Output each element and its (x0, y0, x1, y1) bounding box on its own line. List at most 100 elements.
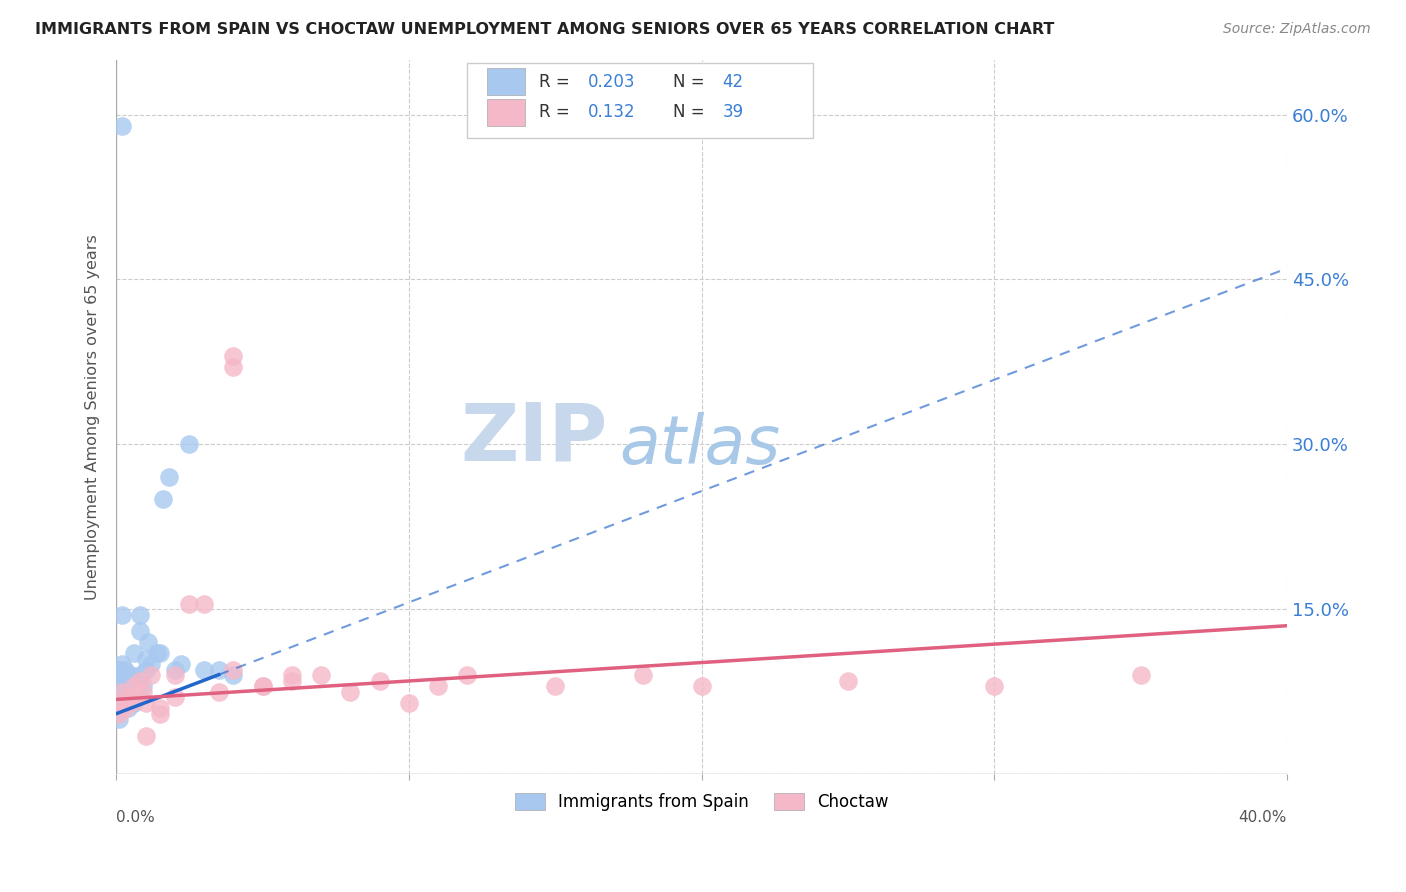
Text: 0.203: 0.203 (588, 73, 636, 91)
Point (398, 696, 420, 710)
Point (149, 646, 172, 660)
Point (122, 679, 145, 693)
Point (111, 684, 134, 698)
Text: atlas: atlas (620, 412, 780, 478)
Bar (488, 99, 524, 126)
Point (146, 646, 169, 660)
Point (252, 679, 274, 693)
Point (114, 673, 136, 688)
Point (135, 651, 157, 665)
Point (114, 684, 136, 698)
Point (138, 635, 160, 649)
Point (120, 696, 142, 710)
Legend: Immigrants from Spain, Choctaw: Immigrants from Spain, Choctaw (506, 785, 897, 820)
Point (163, 690, 186, 705)
Point (114, 696, 136, 710)
Point (128, 673, 150, 688)
Point (427, 679, 450, 693)
Point (111, 657, 134, 672)
Y-axis label: Unemployment Among Seniors over 65 years: Unemployment Among Seniors over 65 years (86, 234, 100, 599)
Point (339, 684, 361, 698)
Point (111, 690, 134, 705)
Point (222, 668, 245, 682)
Point (169, 657, 191, 672)
Point (157, 470, 180, 484)
Point (128, 668, 150, 682)
Point (983, 679, 1005, 693)
Point (193, 597, 215, 611)
Point (108, 673, 131, 688)
Point (690, 679, 713, 693)
Point (179, 597, 201, 611)
Text: 42: 42 (723, 73, 744, 91)
Point (222, 663, 245, 677)
Text: R =: R = (538, 73, 575, 91)
Point (131, 684, 153, 698)
Point (117, 690, 139, 705)
Point (309, 668, 332, 682)
Point (149, 701, 172, 715)
Text: N =: N = (673, 103, 710, 121)
Point (631, 668, 654, 682)
Point (128, 607, 150, 622)
Point (368, 673, 391, 688)
Point (125, 690, 148, 705)
Point (125, 690, 148, 705)
Point (111, 701, 134, 715)
Point (135, 729, 157, 743)
Point (456, 668, 478, 682)
Point (135, 663, 157, 677)
Point (222, 360, 245, 375)
Point (252, 679, 274, 693)
Point (163, 668, 186, 682)
Text: ZIP: ZIP (461, 400, 607, 477)
Point (108, 712, 131, 726)
Point (120, 668, 142, 682)
Text: N =: N = (673, 73, 710, 91)
Point (117, 668, 139, 682)
Point (108, 706, 131, 721)
Point (111, 679, 134, 693)
Point (108, 663, 131, 677)
Point (131, 679, 153, 693)
Point (111, 696, 134, 710)
Point (281, 668, 304, 682)
Point (122, 696, 145, 710)
Point (152, 492, 174, 507)
Point (837, 673, 859, 688)
Point (222, 350, 245, 364)
Point (111, 119, 134, 133)
Point (120, 679, 142, 693)
Point (149, 706, 172, 721)
Text: Source: ZipAtlas.com: Source: ZipAtlas.com (1223, 22, 1371, 37)
Point (281, 673, 304, 688)
FancyBboxPatch shape (467, 63, 813, 138)
Text: 0.132: 0.132 (588, 103, 636, 121)
Point (120, 690, 142, 705)
Point (208, 663, 231, 677)
Text: 0.0%: 0.0% (117, 810, 155, 825)
Point (117, 701, 139, 715)
Point (111, 668, 134, 682)
Text: IMMIGRANTS FROM SPAIN VS CHOCTAW UNEMPLOYMENT AMONG SENIORS OVER 65 YEARS CORREL: IMMIGRANTS FROM SPAIN VS CHOCTAW UNEMPLO… (35, 22, 1054, 37)
Point (114, 701, 136, 715)
Point (208, 684, 231, 698)
Point (179, 437, 201, 451)
Point (1129, 668, 1152, 682)
Text: R =: R = (538, 103, 581, 121)
Point (544, 679, 567, 693)
Point (163, 663, 186, 677)
Point (108, 684, 131, 698)
Text: 39: 39 (723, 103, 744, 121)
Point (122, 646, 145, 660)
Point (141, 657, 163, 672)
Text: 40.0%: 40.0% (1239, 810, 1286, 825)
Point (135, 696, 157, 710)
Point (111, 607, 134, 622)
Bar (488, 68, 524, 95)
Point (114, 663, 136, 677)
Point (141, 668, 163, 682)
Point (193, 663, 215, 677)
Point (128, 624, 150, 639)
Point (125, 679, 148, 693)
